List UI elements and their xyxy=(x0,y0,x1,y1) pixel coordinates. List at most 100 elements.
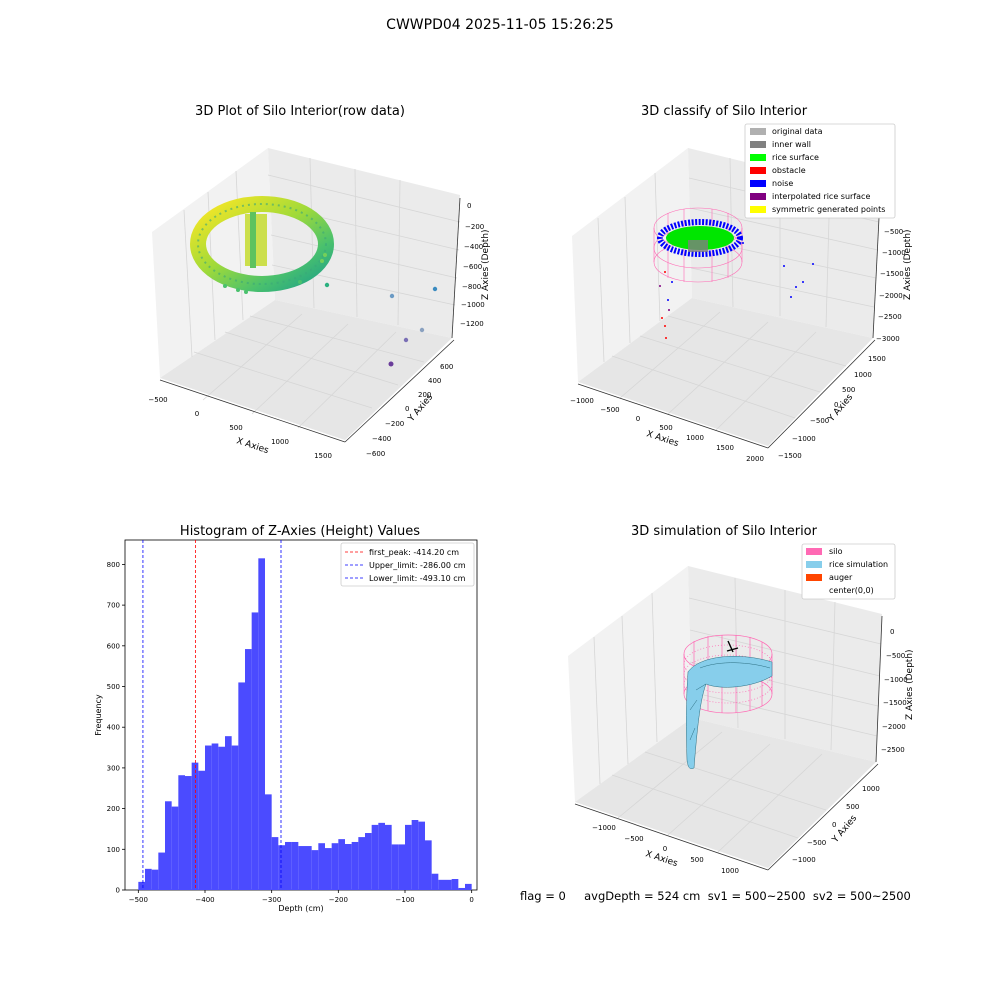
raw-axis-ticks: −500 0 500 1000 1500 −600 −400 −200 0 20… xyxy=(148,202,484,460)
histogram-bar xyxy=(225,736,232,890)
simulation-x-axis-label: X Axies xyxy=(644,849,679,869)
classify-x-tick-6: 2000 xyxy=(746,455,764,463)
classify-x-tick-0: −1000 xyxy=(570,397,594,405)
histogram-bar xyxy=(391,844,399,890)
histogram-bar xyxy=(338,839,345,890)
classify-legend: original data inner wall rice surface ob… xyxy=(744,123,896,219)
sim-z-tick-1: −500 xyxy=(886,652,905,660)
histogram-bar xyxy=(305,846,312,890)
histogram-bar xyxy=(465,883,472,890)
histogram-bar xyxy=(331,843,339,890)
histogram-bar xyxy=(158,852,165,890)
histogram-bar xyxy=(418,821,425,890)
legend-swatch-auger xyxy=(806,574,822,581)
histogram-bar xyxy=(431,873,439,890)
histogram-x-tick-label: 0 xyxy=(469,896,473,904)
classify-y-tick-4: 500 xyxy=(842,386,855,394)
legend-label-rice-surface: rice surface xyxy=(772,153,819,162)
legend-swatch-rice-surface xyxy=(750,154,766,161)
legend-label-symmetric: symmetric generated points xyxy=(772,205,885,214)
raw-x-tick-1: 0 xyxy=(195,410,199,418)
histogram-legend-box xyxy=(340,542,475,587)
histogram-bar xyxy=(345,844,352,890)
raw-y-tick-3: 0 xyxy=(405,405,409,413)
legend-label-rice-sim: rice simulation xyxy=(829,560,888,569)
histogram-y-tick-label: 800 xyxy=(107,561,120,569)
legend-swatch-original xyxy=(750,128,766,135)
simulation-plot-title: 3D simulation of Silo Interior xyxy=(631,524,817,539)
histogram-bar xyxy=(231,745,239,890)
raw-z-tick-1: −200 xyxy=(465,223,484,231)
simulation-axis-ticks: −1000 −500 0 500 1000 −1000 −500 0 500 1… xyxy=(592,628,908,875)
histogram-x-tick-label: −100 xyxy=(395,896,414,904)
histogram-bar xyxy=(185,776,192,890)
classify-plot-title: 3D classify of Silo Interior xyxy=(640,104,808,119)
histogram-bar xyxy=(198,770,205,890)
classify-3d-plot: original data inner wall rice surface ob… xyxy=(570,123,913,463)
histogram-x-tick-label: −400 xyxy=(195,896,214,904)
histogram-bar xyxy=(438,879,445,890)
simulation-legend: silo rice simulation auger center(0,0) xyxy=(801,543,896,600)
legend-label-silo: silo xyxy=(829,547,843,556)
classify-x-tick-5: 1500 xyxy=(716,444,734,452)
sim-x-tick-1: −500 xyxy=(624,835,643,843)
raw-y-tick-4: 200 xyxy=(418,391,431,399)
classify-y-tick-6: 1500 xyxy=(868,355,886,363)
classify-z-tick-1: −1000 xyxy=(882,249,906,257)
histogram-bar xyxy=(425,840,432,890)
legend-swatch-inner-wall xyxy=(750,141,766,148)
histogram-bar xyxy=(218,746,225,890)
sim-y-tick-4: 1000 xyxy=(862,785,880,793)
classify-y-tick-2: −500 xyxy=(810,417,829,425)
histogram-bar xyxy=(445,879,452,890)
histogram-x-tick-label: −500 xyxy=(129,896,148,904)
histogram-bar xyxy=(358,837,365,890)
histogram-bar xyxy=(451,879,459,890)
legend-label-first-peak: first_peak: -414.20 cm xyxy=(369,548,459,557)
classify-z-tick-3: −2000 xyxy=(879,292,903,300)
histogram-x-ticks: −500 −400 −300 −200 −100 0 xyxy=(129,890,474,904)
raw-x-tick-4: 1500 xyxy=(314,452,332,460)
histogram-x-tick-label: −200 xyxy=(329,896,348,904)
legend-label-interp: interpolated rice surface xyxy=(772,192,870,201)
sim-z-tick-4: −2000 xyxy=(882,723,906,731)
raw-z-tick-0: 0 xyxy=(467,202,471,210)
legend-label-lower-limit: Lower_limit: -493.10 cm xyxy=(369,574,466,583)
simulation-z-axis-label: Z Axies (Depth) xyxy=(905,649,915,720)
histogram-bar xyxy=(278,845,285,890)
raw-z-axis-label: Z Axies (Depth) xyxy=(481,229,491,300)
raw-3d-axes-box xyxy=(152,148,461,443)
histogram-bar xyxy=(291,841,299,890)
histogram-y-tick-label: 0 xyxy=(116,887,120,895)
classify-legend-box xyxy=(744,123,896,219)
histogram-y-tick-label: 700 xyxy=(107,602,120,610)
histogram-y-ticks: 0 100 200 300 400 500 600 700 800 xyxy=(107,561,125,895)
histogram-bar xyxy=(178,775,185,890)
legend-swatch-obstacle xyxy=(750,167,766,174)
simulation-legend-box xyxy=(801,543,896,600)
histogram-bar xyxy=(251,612,259,890)
histogram-bar xyxy=(245,649,252,890)
legend-label-obstacle: obstacle xyxy=(772,166,806,175)
histogram-y-tick-label: 200 xyxy=(107,805,120,813)
histogram-bar xyxy=(191,762,199,890)
raw-plot-title: 3D Plot of Silo Interior(row data) xyxy=(195,104,405,119)
classify-y-tick-3: 0 xyxy=(834,401,838,409)
histogram-bar xyxy=(371,824,379,890)
simulation-y-axis-label: Y Axies xyxy=(830,813,859,845)
classify-z-tick-2: −1500 xyxy=(880,270,904,278)
classify-x-axis-label: X Axies xyxy=(645,429,680,449)
histogram-bar xyxy=(365,833,372,890)
sim-y-tick-0: −1000 xyxy=(792,856,816,864)
histogram-y-tick-label: 400 xyxy=(107,724,120,732)
legend-label-auger: auger xyxy=(829,573,853,582)
sim-x-tick-4: 1000 xyxy=(721,867,739,875)
legend-label-original: original data xyxy=(772,127,823,136)
histogram-bar xyxy=(285,841,292,890)
sim-z-tick-0: 0 xyxy=(890,628,894,636)
raw-point-cloud xyxy=(190,196,438,367)
raw-x-axis-label: X Axies xyxy=(235,436,270,456)
simulation-3d-plot: silo rice simulation auger center(0,0) −… xyxy=(568,543,915,875)
histogram-bars xyxy=(138,558,472,890)
